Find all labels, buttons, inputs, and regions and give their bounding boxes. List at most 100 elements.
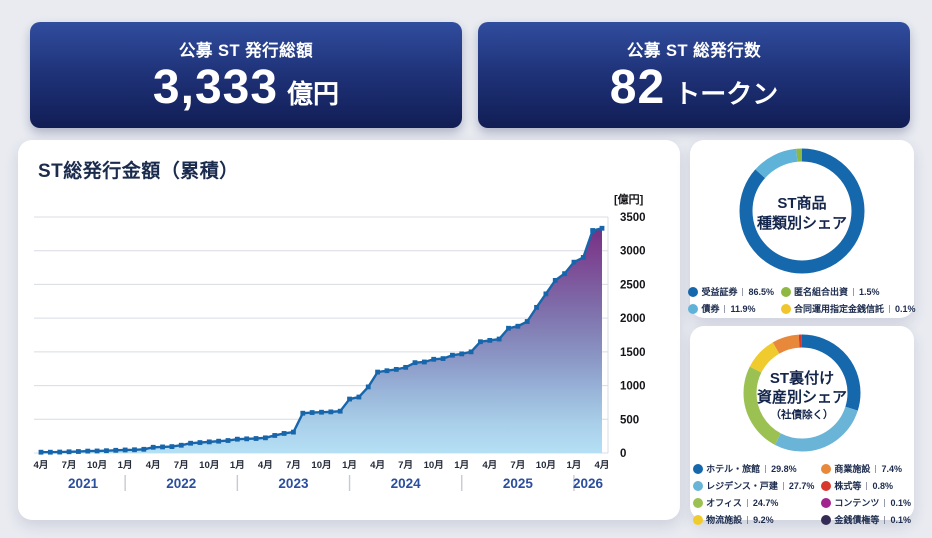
stat-value-row: 3,333 億円 — [153, 62, 340, 113]
svg-text:1500: 1500 — [620, 347, 646, 359]
legend-separator — [782, 481, 784, 490]
asset-share-donut-center-label: ST裏付け 資産別シェア （社債除く） — [743, 334, 861, 457]
svg-text:500: 500 — [620, 414, 639, 426]
product-share-donut-wrap: ST商品 種類別シェア — [739, 148, 865, 279]
stat-value-row: 82 トークン — [609, 60, 779, 114]
stat-card-public-st-token-count: 公募 ST 総発行数 82 トークン — [478, 22, 910, 128]
legend-color-dot — [821, 514, 832, 525]
legend-separator — [747, 515, 749, 524]
stat-card-public-st-total-amount: 公募 ST 発行総額 3,333 億円 — [30, 22, 462, 128]
legend-label: 商業施設 — [834, 464, 871, 474]
svg-text:10月: 10月 — [536, 460, 556, 471]
svg-text:2022: 2022 — [166, 476, 196, 491]
svg-text:2026: 2026 — [573, 476, 604, 491]
asset-share-card: ST裏付け 資産別シェア （社債除く） ホテル・旅館 29.8% レジデンス・戸建 2… — [690, 326, 914, 525]
legend-value: 7.4% — [881, 463, 902, 474]
legend-item: ホテル・旅館 29.8% — [693, 462, 814, 475]
svg-text:2500: 2500 — [620, 279, 646, 291]
legend-separator — [884, 498, 886, 507]
svg-text:1月: 1月 — [566, 460, 581, 471]
svg-text:4月: 4月 — [482, 460, 497, 471]
legend-color-dot — [781, 303, 792, 314]
legend-separator — [875, 464, 877, 473]
legend-separator — [724, 304, 726, 313]
legend-item: 合同運用指定金銭信託 0.1% — [781, 302, 916, 315]
legend-label: 受益証券 — [701, 287, 738, 297]
product-share-card: ST商品 種類別シェア 受益証券 86.5% 債券 11.9% 匿名組合出資 1.5% 合同… — [688, 140, 916, 318]
chart-title: ST総発行金額（累積） — [38, 161, 239, 182]
legend-value: 1.5% — [859, 286, 880, 297]
legend-separator — [853, 287, 855, 296]
svg-text:7月: 7月 — [510, 460, 525, 471]
svg-text:4月: 4月 — [258, 460, 273, 471]
stat-value: 82 — [609, 60, 666, 114]
legend-label: 金銭債権等 — [834, 515, 880, 525]
svg-text:2025: 2025 — [503, 476, 534, 491]
legend-value: 29.8% — [771, 463, 797, 474]
legend-item: レジデンス・戸建 27.7% — [693, 479, 814, 492]
svg-text:10月: 10月 — [424, 460, 444, 471]
legend-separator — [742, 287, 744, 296]
legend-value: 27.7% — [788, 480, 815, 491]
svg-text:1月: 1月 — [230, 460, 245, 471]
legend-label: 株式等 — [834, 481, 862, 491]
svg-text:2024: 2024 — [391, 476, 422, 491]
svg-text:10月: 10月 — [311, 460, 331, 471]
legend-color-dot — [693, 463, 704, 474]
svg-text:1月: 1月 — [454, 460, 469, 471]
stat-unit: 億円 — [287, 78, 340, 109]
legend-item: 金銭債権等 0.1% — [821, 513, 911, 526]
legend-separator — [866, 481, 868, 490]
stat-label: 公募 ST 総発行数 — [626, 41, 762, 60]
donut-title-line: ST商品 — [777, 195, 827, 212]
legend-item: コンテンツ 0.1% — [821, 496, 911, 509]
svg-text:[億円]: [億円] — [614, 192, 644, 206]
legend-value: 0.1% — [895, 303, 916, 314]
legend-item: 受益証券 86.5% — [688, 285, 774, 298]
legend-color-dot — [693, 497, 704, 508]
asset-share-legend: ホテル・旅館 29.8% レジデンス・戸建 27.7% オフィス 24.7% 物流施設 9.2… — [693, 462, 911, 526]
legend-item: 匿名組合出資 1.5% — [781, 285, 916, 298]
svg-text:4月: 4月 — [595, 460, 610, 471]
legend-color-dot — [688, 303, 699, 314]
cumulative-area-chart: 0 500 1000 1500 2000 2500 3000 3500 [億円] 4月 7月 10月 1… — [34, 192, 646, 491]
donut-title-line: 資産別シェア — [756, 389, 847, 407]
svg-text:1月: 1月 — [342, 460, 357, 471]
svg-text:0: 0 — [620, 448, 626, 460]
svg-text:7月: 7月 — [398, 460, 413, 471]
legend-value: 0.8% — [872, 480, 893, 491]
svg-text:1月: 1月 — [118, 460, 133, 471]
legend-item: 株式等 0.8% — [821, 479, 911, 492]
legend-color-dot — [821, 480, 832, 491]
svg-text:2023: 2023 — [278, 476, 309, 491]
stat-unit: トークン — [674, 78, 779, 109]
svg-text:2021: 2021 — [68, 476, 99, 491]
svg-text:3500: 3500 — [620, 212, 646, 224]
legend-label: 債券 — [701, 304, 720, 314]
legend-separator — [889, 304, 891, 313]
stat-label: 公募 ST 発行総額 — [178, 41, 314, 60]
legend-value: 9.2% — [753, 514, 774, 525]
asset-share-donut-chart — [743, 334, 861, 452]
legend-separator — [746, 498, 748, 507]
legend-label: 物流施設 — [706, 515, 743, 525]
product-share-donut-center-label: ST商品 種類別シェア — [739, 148, 865, 279]
legend-value: 0.1% — [890, 497, 911, 508]
donut-title-line: ST裏付け — [769, 369, 835, 387]
legend-label: オフィス — [706, 498, 742, 508]
legend-color-dot — [781, 286, 792, 297]
legend-label: レジデンス・戸建 — [706, 481, 778, 491]
legend-value: 24.7% — [752, 497, 779, 508]
legend-color-dot — [821, 463, 832, 474]
legend-color-dot — [693, 480, 704, 491]
svg-text:3000: 3000 — [620, 246, 646, 258]
svg-text:1000: 1000 — [620, 381, 646, 393]
svg-text:7月: 7月 — [174, 460, 189, 471]
legend-color-dot — [821, 497, 832, 508]
svg-text:4月: 4月 — [146, 460, 161, 471]
legend-label: 合同運用指定金銭信託 — [794, 304, 885, 314]
svg-text:2000: 2000 — [620, 313, 646, 325]
legend-value: 86.5% — [748, 286, 775, 297]
svg-text:10月: 10月 — [87, 460, 107, 471]
legend-label: ホテル・旅館 — [706, 464, 761, 474]
